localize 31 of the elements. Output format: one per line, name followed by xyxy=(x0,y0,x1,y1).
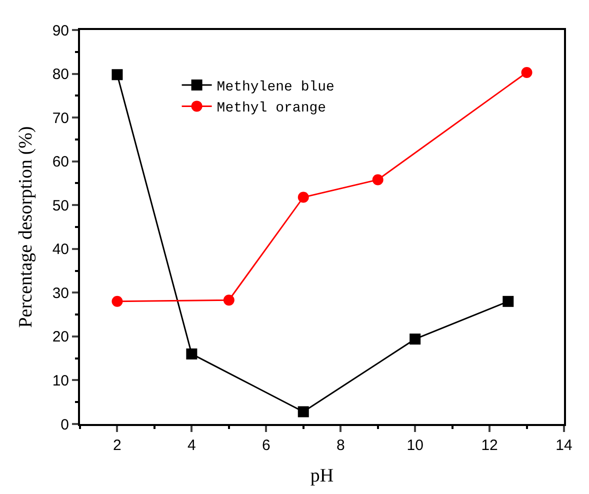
x-axis-title: pH xyxy=(310,465,334,486)
y-tick-label: 90 xyxy=(52,22,69,40)
y-tick-label: 10 xyxy=(52,372,69,390)
x-tick-label: 4 xyxy=(188,437,196,454)
y-tick-label: 60 xyxy=(52,154,69,171)
x-tick-label: 8 xyxy=(336,437,345,454)
point xyxy=(372,174,384,186)
point xyxy=(186,348,198,360)
x-tick-label: 6 xyxy=(262,437,270,454)
y-axis-title: Percentage desorption (%) xyxy=(16,126,37,328)
legend-label: Methylene blue xyxy=(216,79,334,96)
point xyxy=(298,406,309,418)
y-tick-label: 30 xyxy=(52,284,69,302)
x-tick-label: 10 xyxy=(406,437,424,454)
point xyxy=(521,66,532,78)
y-tick-label: 20 xyxy=(52,328,69,346)
point xyxy=(410,334,421,345)
y-tick-label: 80 xyxy=(52,66,69,84)
y-tick-label: 70 xyxy=(52,110,69,127)
point xyxy=(298,192,309,203)
point xyxy=(223,294,234,306)
x-tick-label: 12 xyxy=(481,437,498,454)
point xyxy=(112,296,123,307)
x-tick-label: 2 xyxy=(113,437,122,454)
y-tick-label: 40 xyxy=(52,241,69,258)
y-tick-label: 50 xyxy=(52,197,69,214)
legend-label: Methyl orange xyxy=(216,100,326,117)
point xyxy=(502,296,514,307)
point xyxy=(112,69,123,80)
x-tick-label: 14 xyxy=(556,437,572,454)
y-tick-label: 0 xyxy=(60,416,69,434)
